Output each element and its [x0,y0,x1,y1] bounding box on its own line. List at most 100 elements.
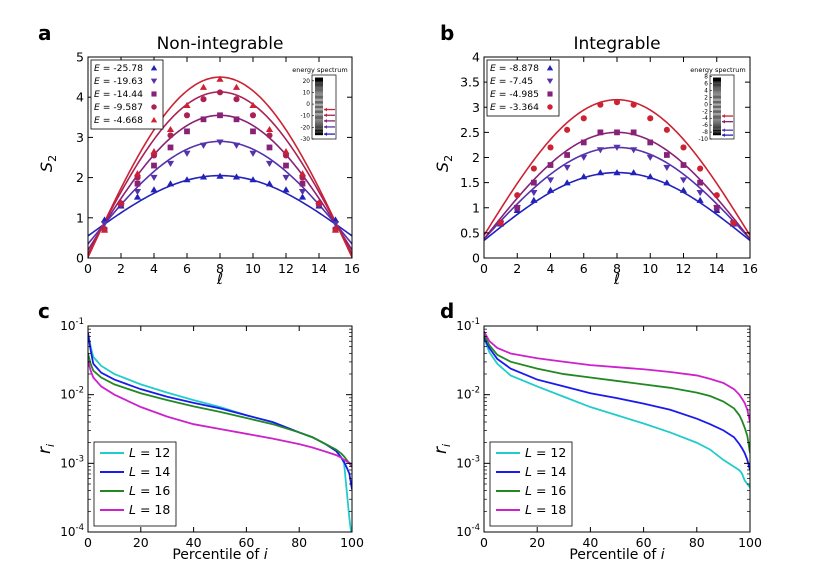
data-point [530,196,538,203]
data-point [199,83,208,90]
inset-tick-label: 6 [704,82,708,88]
inset-tick-label: 20 [303,79,311,85]
legend: L = 12L = 14L = 16L = 18 [489,441,573,527]
data-point [647,139,654,146]
x-axis-label: Percentile of i [172,547,267,563]
legend-box [90,59,164,130]
y-tick-exp: -4 [472,523,480,533]
data-point [514,204,521,211]
x-tick-label: 2 [117,261,125,276]
x-tick-label: 100 [738,535,762,550]
legend-value: = 16 [532,483,566,498]
data-point [630,129,637,136]
y-axis-label-main: r [35,446,55,454]
legend-marker [547,104,553,110]
legend-label: E = -8.878 [490,63,539,74]
data-point [265,160,274,167]
x-tick-label: 14 [709,261,725,276]
series-markers [497,99,737,226]
data-point [663,179,671,186]
data-point [216,89,224,96]
y-tick-label: 5 [76,50,84,65]
legend-label: E = -4.985 [490,89,539,100]
y-axis-label-main: S [433,162,452,172]
y-tick-label: 10-3 [456,454,480,470]
fit-curve [484,171,750,242]
x-tick-label: 0 [84,261,92,276]
x-tick-label: 4 [547,261,555,276]
spectrum-arrowhead [324,125,327,129]
legend-value: = -4.668 [100,115,143,126]
y-axis-label: S2 [433,155,455,172]
legend-var: E [94,89,100,100]
x-tick-label: 4 [150,261,158,276]
data-point [183,112,191,119]
y-tick-label: 0.5 [460,225,480,240]
legend-var: L [129,445,136,460]
y-tick-exp: -3 [76,454,84,464]
legend-label: E = -7.45 [490,76,533,87]
data-point [200,96,207,103]
spectrum-arrowhead [324,119,327,123]
x-tick-label: 8 [613,261,621,276]
fit-curve [88,174,352,237]
data-point [580,139,587,146]
y-tick-label: 1.5 [460,175,480,190]
panel-title: Non-integrable [157,34,284,54]
data-point [613,169,621,176]
data-point [249,176,257,183]
y-tick-exp: -4 [76,523,84,533]
data-point [232,173,241,180]
legend-value: = 14 [136,464,170,479]
legend-var: E [490,102,496,113]
y-axis-label: ri [431,444,453,454]
legend-label: L = 16 [129,483,170,498]
series-line [88,360,352,467]
data-point [166,125,175,133]
panel-label: a [38,21,52,45]
legend-var: E [94,63,100,74]
data-point [713,192,720,199]
data-point [232,142,241,149]
y-tick-label: 10-4 [456,523,480,539]
data-point [217,112,223,119]
legend-value: = 12 [136,445,170,460]
data-point [596,169,604,176]
legend-marker [546,78,554,85]
x-axis-label-var: i [264,547,268,563]
data-point [697,165,704,172]
legend-var: L [129,464,136,479]
y-tick-label: 3.5 [460,75,480,90]
panel-title: Integrable [573,34,660,54]
x-tick-label: 10 [245,261,261,276]
series-line [484,336,750,488]
x-tick-label: 60 [238,535,254,550]
data-point [580,115,587,122]
data-point [331,221,340,228]
data-point [199,173,208,180]
inset-tick-label: -10 [699,137,709,143]
x-tick-label: 40 [582,535,598,550]
data-point [249,150,257,157]
x-axis-label-text: Percentile of [569,547,660,563]
spectrum-arrowhead [324,132,327,136]
x-tick-label: 0 [480,261,488,276]
data-point [133,193,142,200]
x-tick-label: 20 [133,535,149,550]
inset-tick-label: -30 [301,137,311,143]
legend-label: E = -25.78 [94,63,143,74]
x-tick-label: 100 [340,535,364,550]
data-point [563,179,571,186]
data-point [216,172,224,179]
y-tick-label: 10-2 [456,386,480,402]
data-point [282,174,290,182]
data-point [630,147,638,154]
data-point [564,152,571,158]
spectrum-arrowhead [324,107,327,112]
data-point [730,219,737,226]
data-point [150,148,158,155]
y-tick-exp: -1 [472,317,480,327]
x-tick-label: 16 [344,261,360,276]
